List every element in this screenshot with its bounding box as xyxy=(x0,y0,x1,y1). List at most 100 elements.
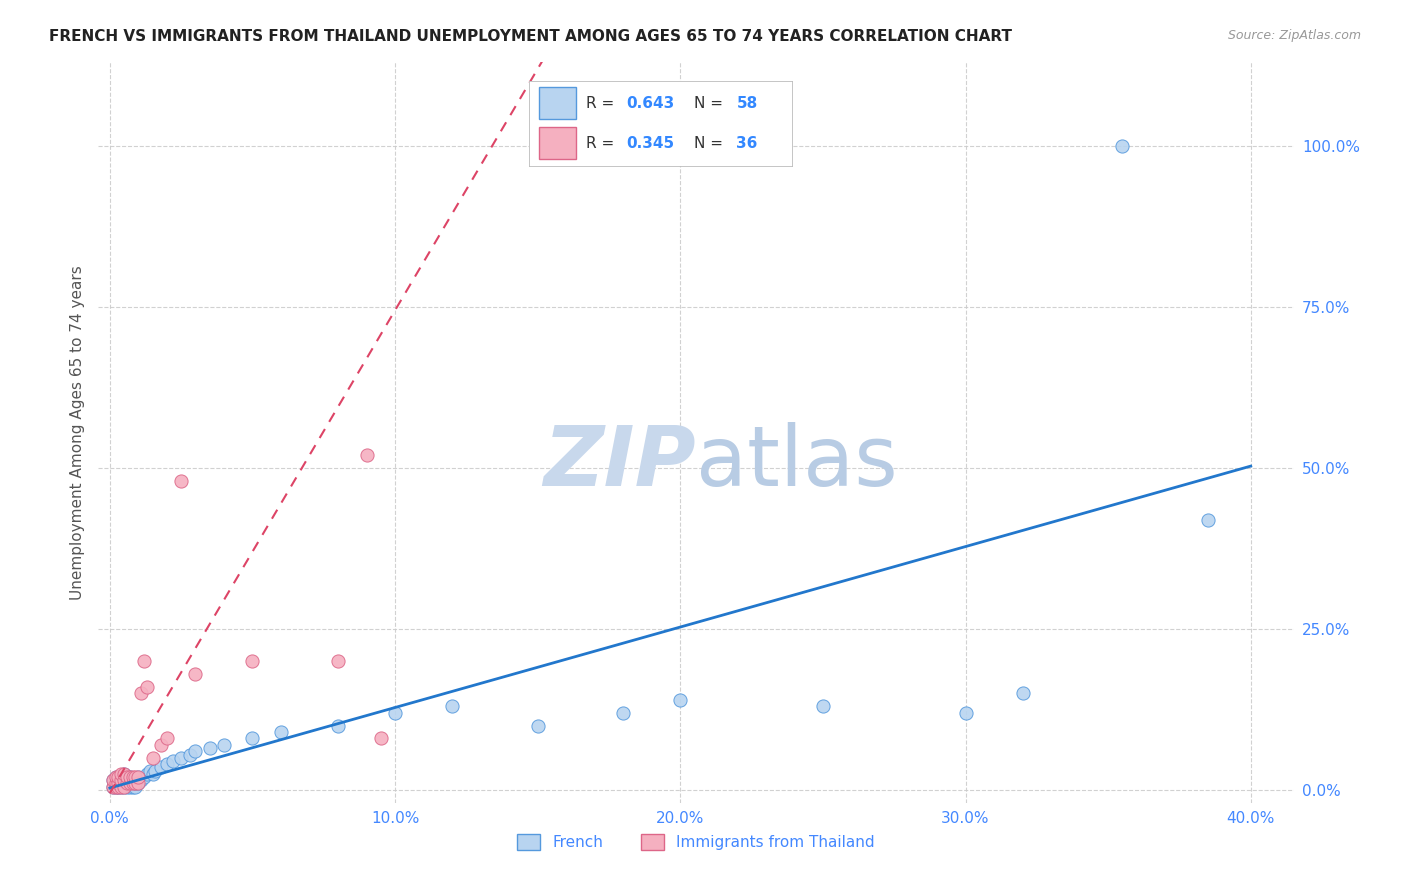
Point xyxy=(104,776,127,790)
Point xyxy=(184,667,207,681)
Point xyxy=(112,773,135,788)
Point xyxy=(326,718,349,732)
Point xyxy=(612,706,634,720)
Point xyxy=(107,775,129,789)
Point xyxy=(127,770,149,784)
Point xyxy=(127,776,149,790)
Point xyxy=(118,780,141,794)
Point xyxy=(112,767,135,781)
Point xyxy=(150,760,173,774)
Point xyxy=(1197,512,1219,526)
Point xyxy=(326,654,349,668)
Point xyxy=(110,775,132,789)
Text: FRENCH VS IMMIGRANTS FROM THAILAND UNEMPLOYMENT AMONG AGES 65 TO 74 YEARS CORREL: FRENCH VS IMMIGRANTS FROM THAILAND UNEMP… xyxy=(49,29,1012,44)
Point xyxy=(145,764,167,778)
Point xyxy=(104,780,127,794)
Point xyxy=(150,738,173,752)
Point xyxy=(110,780,132,794)
Point xyxy=(107,770,129,784)
Point xyxy=(101,780,124,794)
Point xyxy=(156,731,179,746)
Point xyxy=(112,780,135,794)
Point xyxy=(156,757,179,772)
Point xyxy=(104,770,127,784)
Point xyxy=(179,747,201,762)
Point xyxy=(110,780,132,794)
Point xyxy=(121,773,143,788)
Point xyxy=(124,770,146,784)
Point xyxy=(811,699,834,714)
Point xyxy=(370,731,392,746)
Point xyxy=(118,770,141,784)
Legend: French, Immigrants from Thailand: French, Immigrants from Thailand xyxy=(509,827,883,858)
Point xyxy=(198,741,221,756)
Point xyxy=(135,680,157,694)
Point xyxy=(212,738,235,752)
Point xyxy=(384,706,406,720)
Point xyxy=(112,773,135,788)
Point xyxy=(112,780,135,794)
Point xyxy=(115,776,138,790)
Point xyxy=(107,770,129,784)
Point xyxy=(127,776,149,790)
Point xyxy=(170,474,193,488)
Point xyxy=(107,778,129,792)
Point xyxy=(121,776,143,790)
Point xyxy=(135,767,157,781)
Point xyxy=(115,776,138,790)
Point xyxy=(110,770,132,784)
Point xyxy=(669,693,692,707)
Text: Source: ZipAtlas.com: Source: ZipAtlas.com xyxy=(1227,29,1361,42)
Point xyxy=(118,776,141,790)
Point xyxy=(112,776,135,790)
Point xyxy=(115,770,138,784)
Point xyxy=(101,773,124,788)
Point xyxy=(242,731,264,746)
Point xyxy=(107,780,129,794)
Point xyxy=(142,750,165,764)
Point xyxy=(1111,139,1133,153)
Point xyxy=(104,780,127,794)
Point xyxy=(242,654,264,668)
Point xyxy=(124,776,146,790)
Point xyxy=(139,764,162,778)
Text: ZIP: ZIP xyxy=(543,422,696,503)
Point xyxy=(356,448,378,462)
Point xyxy=(132,654,155,668)
Point xyxy=(170,750,193,764)
Point xyxy=(101,780,124,794)
Point xyxy=(101,773,124,788)
Text: atlas: atlas xyxy=(696,422,897,503)
Point xyxy=(124,776,146,790)
Point xyxy=(129,686,152,700)
Point xyxy=(115,770,138,784)
Point xyxy=(127,770,149,784)
Point xyxy=(124,780,146,794)
Point xyxy=(107,776,129,790)
Point xyxy=(115,773,138,788)
Point xyxy=(104,776,127,790)
Point xyxy=(107,780,129,794)
Point xyxy=(129,773,152,788)
Point xyxy=(110,767,132,781)
Point xyxy=(121,776,143,790)
Y-axis label: Unemployment Among Ages 65 to 74 years: Unemployment Among Ages 65 to 74 years xyxy=(69,265,84,600)
Point xyxy=(526,718,548,732)
Point xyxy=(121,780,143,794)
Point xyxy=(1011,686,1033,700)
Point xyxy=(184,744,207,758)
Point xyxy=(118,770,141,784)
Point xyxy=(110,778,132,792)
Point xyxy=(104,770,127,784)
Point xyxy=(441,699,464,714)
Point xyxy=(112,767,135,781)
Point xyxy=(955,706,977,720)
Point xyxy=(110,773,132,788)
Point xyxy=(115,780,138,794)
Point xyxy=(121,770,143,784)
Point xyxy=(162,754,184,768)
Point xyxy=(118,776,141,790)
Point xyxy=(132,770,155,784)
Point xyxy=(142,767,165,781)
Point xyxy=(270,725,292,739)
